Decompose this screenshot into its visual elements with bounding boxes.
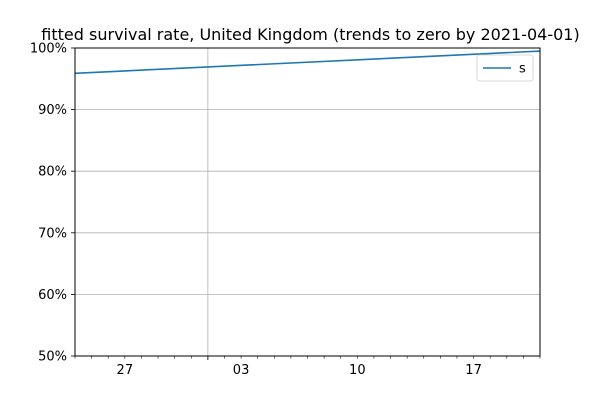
x-tick-label: 10 [349, 363, 366, 378]
x-tick-label: 17 [465, 363, 482, 378]
y-tick-label: 60% [38, 288, 67, 303]
series-lines [74, 50, 541, 75]
y-tick-label: 80% [38, 165, 67, 180]
x-tick-label: 03 [233, 363, 250, 378]
y-tick-label: 100% [30, 42, 67, 57]
y-tick-label: 90% [38, 103, 67, 118]
y-tick-label: 70% [38, 226, 67, 241]
grid [75, 48, 540, 356]
plot-frame [74, 47, 541, 357]
chart-title: fitted survival rate, United Kingdom (tr… [41, 25, 579, 44]
x-axis: 27 03 10 17 [74, 356, 541, 378]
y-tick-label: 50% [38, 350, 67, 365]
x-tick-label: 27 [117, 363, 134, 378]
legend: s [476, 54, 534, 82]
legend-label: s [519, 62, 526, 77]
series-line [74, 50, 541, 75]
y-axis: 50% 60% 70% 80% 90% 100% [30, 42, 75, 365]
